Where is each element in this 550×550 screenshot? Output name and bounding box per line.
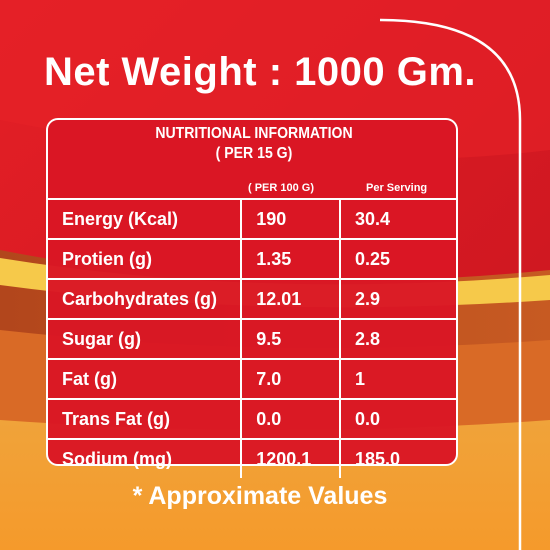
table-row: Energy (Kcal) 190 30.4	[48, 198, 456, 240]
per-100g-value: 12.01	[240, 278, 342, 320]
per-serving-value: 30.4	[339, 198, 456, 240]
nutrient-name: Protien (g)	[48, 238, 243, 280]
table-row: Fat (g) 7.0 1	[48, 358, 456, 400]
nutrition-panel: NUTRITIONAL INFORMATION ( PER 15 G) ( PE…	[46, 118, 458, 478]
per-100g-value: 9.5	[240, 318, 342, 360]
per-serving-value: 0.25	[339, 238, 456, 280]
nutrition-table: Energy (Kcal) 190 30.4 Protien (g) 1.35 …	[48, 198, 456, 478]
per-serving-value: 2.9	[339, 278, 456, 320]
net-weight-heading: Net Weight : 1000 Gm.	[43, 50, 477, 94]
nutrient-name: Sugar (g)	[48, 318, 243, 360]
per-100g-value: 0.0	[240, 398, 342, 440]
panel-title: NUTRITIONAL INFORMATION ( PER 15 G)	[73, 124, 436, 164]
nutrient-name: Carbohydrates (g)	[48, 278, 243, 320]
approximate-values-note: * Approximate Values	[132, 482, 388, 510]
nutrient-name: Sodium (mg)	[48, 438, 243, 478]
per-serving-value: 0.0	[339, 398, 456, 440]
per-100g-value: 1200.1	[240, 438, 342, 478]
table-row: Sodium (mg) 1200.1 185.0	[48, 438, 456, 478]
panel-title-line1: NUTRITIONAL INFORMATION	[155, 125, 353, 142]
per-serving-value: 2.8	[339, 318, 456, 360]
table-row: Protien (g) 1.35 0.25	[48, 238, 456, 280]
table-row: Carbohydrates (g) 12.01 2.9	[48, 278, 456, 320]
per-serving-value: 185.0	[339, 438, 456, 478]
panel-title-line2: ( PER 15 G)	[215, 145, 293, 162]
nutrient-name: Energy (Kcal)	[48, 198, 243, 240]
table-row: Trans Fat (g) 0.0 0.0	[48, 398, 456, 440]
table-row: Sugar (g) 9.5 2.8	[48, 318, 456, 360]
per-100g-value: 190	[240, 198, 342, 240]
nutrient-name: Fat (g)	[48, 358, 243, 400]
nutrient-name: Trans Fat (g)	[48, 398, 243, 440]
per-100g-value: 1.35	[240, 238, 342, 280]
column-header-per-serving: Per Serving	[366, 182, 428, 194]
per-100g-value: 7.0	[240, 358, 342, 400]
per-serving-value: 1	[339, 358, 456, 400]
column-header-per-100g: ( PER 100 G)	[248, 182, 315, 194]
